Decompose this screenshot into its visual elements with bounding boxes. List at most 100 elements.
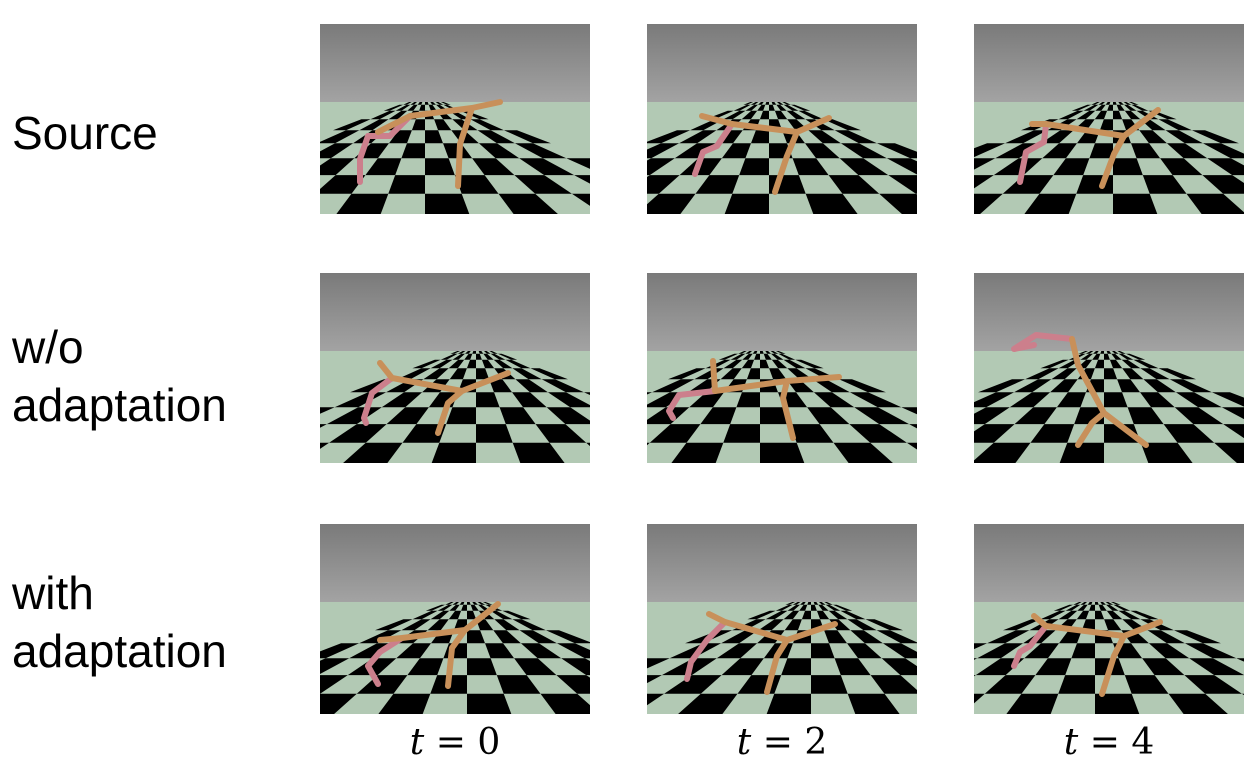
floor-tile <box>1117 351 1126 354</box>
floor-tile <box>497 353 518 360</box>
floor-tile <box>647 658 670 669</box>
floor-tile <box>378 693 431 714</box>
floor-tile <box>1035 658 1072 676</box>
floor-tile <box>738 351 747 354</box>
floor-tile <box>1059 442 1104 463</box>
simulation-frame-image <box>320 524 590 714</box>
floor-tile <box>389 130 412 144</box>
floor-tile <box>847 619 877 631</box>
floor-tile <box>386 407 429 425</box>
floor-tile <box>437 604 453 611</box>
floor-tile <box>906 442 917 450</box>
floor-tile <box>515 379 548 393</box>
floor-tile <box>888 175 917 194</box>
floor-tile <box>1014 379 1052 393</box>
floor-tile <box>336 193 389 214</box>
floor-tile <box>1059 630 1082 644</box>
floor-tile <box>477 602 486 605</box>
floor-tile <box>828 175 880 194</box>
walker-robot <box>666 358 842 441</box>
walker-body <box>710 358 842 441</box>
floor-tile <box>425 102 429 105</box>
floor-tile <box>647 193 696 214</box>
floor-tile <box>792 602 801 605</box>
floor-tile <box>1118 102 1124 105</box>
frame-without-adaptation-t0 <box>320 273 590 463</box>
floor-tile <box>1003 619 1041 631</box>
floor-tile <box>1071 104 1092 111</box>
floor-tile <box>1051 368 1077 380</box>
sky-background <box>647 24 917 102</box>
floor-tile <box>1099 119 1113 131</box>
floor-tile <box>457 351 466 354</box>
floor-tile <box>1124 675 1169 694</box>
floor-tile <box>407 104 418 111</box>
floor-tile <box>478 143 520 159</box>
floor-tile <box>449 604 460 611</box>
floor-tile <box>1140 368 1170 380</box>
floor-tile <box>818 604 829 611</box>
walker-robot <box>1011 332 1149 448</box>
floor-tile <box>769 368 787 380</box>
floor-tile <box>718 353 739 360</box>
floor-tile <box>320 424 327 428</box>
floor-tile <box>320 175 366 194</box>
floor-tile <box>1085 351 1094 354</box>
floor-tile <box>1073 602 1082 605</box>
floor-tile <box>452 353 465 360</box>
floor-tile <box>1094 359 1104 369</box>
floor-tile <box>1174 407 1224 425</box>
floor-tile <box>1094 110 1108 120</box>
floor-tile <box>834 130 877 144</box>
floor-tile <box>758 102 764 105</box>
floor-tile <box>1158 368 1196 380</box>
simulation-frame-image <box>320 273 590 463</box>
walker-robot <box>1017 107 1161 189</box>
floor-tile <box>419 104 425 111</box>
floor-tile <box>450 351 461 354</box>
floor-tile <box>445 602 454 605</box>
floor-tile <box>512 368 542 380</box>
floor-tile <box>1080 353 1093 360</box>
floor-tile <box>1014 407 1057 425</box>
floor-tile <box>498 193 558 214</box>
floor-tile <box>410 102 417 105</box>
floor-tile <box>1104 619 1122 631</box>
floor-tile <box>783 104 799 111</box>
floor-tile <box>1139 130 1167 144</box>
floor-tile <box>1089 143 1113 159</box>
floor-tile <box>1095 602 1099 605</box>
floor-tile <box>790 104 811 111</box>
floor-tile <box>1098 604 1107 611</box>
equals-sign: = <box>751 722 805 763</box>
walker-robot <box>365 601 501 689</box>
floor-tile <box>746 368 760 380</box>
floor-tile <box>1140 392 1175 408</box>
floor-tile <box>974 424 1015 443</box>
floor-tile <box>782 102 791 105</box>
floor-tile <box>520 643 562 659</box>
floor-tile <box>547 392 590 408</box>
checkered-floor <box>320 602 590 714</box>
floor-tile <box>819 602 826 605</box>
floor-tile <box>512 619 546 631</box>
column-label-t2: t = 2 <box>647 722 917 763</box>
floor-tile <box>771 353 784 360</box>
floor-tile <box>370 110 396 120</box>
floor-tile <box>452 602 459 605</box>
walker-rear-leg <box>357 113 413 185</box>
floor-tile <box>801 610 811 620</box>
floor-tile <box>1173 630 1221 644</box>
floor-tile <box>425 193 470 214</box>
floor-tile <box>840 610 866 620</box>
floor-tile <box>974 158 996 170</box>
row-label-with-adaptation: with adaptation <box>12 567 227 677</box>
floor-tile <box>984 675 1036 694</box>
floor-tile <box>811 604 817 611</box>
floor-tile <box>689 392 724 408</box>
floor-tile <box>1110 602 1121 605</box>
floor-tile <box>1189 658 1244 676</box>
floor-tile <box>742 353 753 360</box>
floor-tile <box>1076 610 1090 620</box>
time-value: 4 <box>1131 722 1155 763</box>
